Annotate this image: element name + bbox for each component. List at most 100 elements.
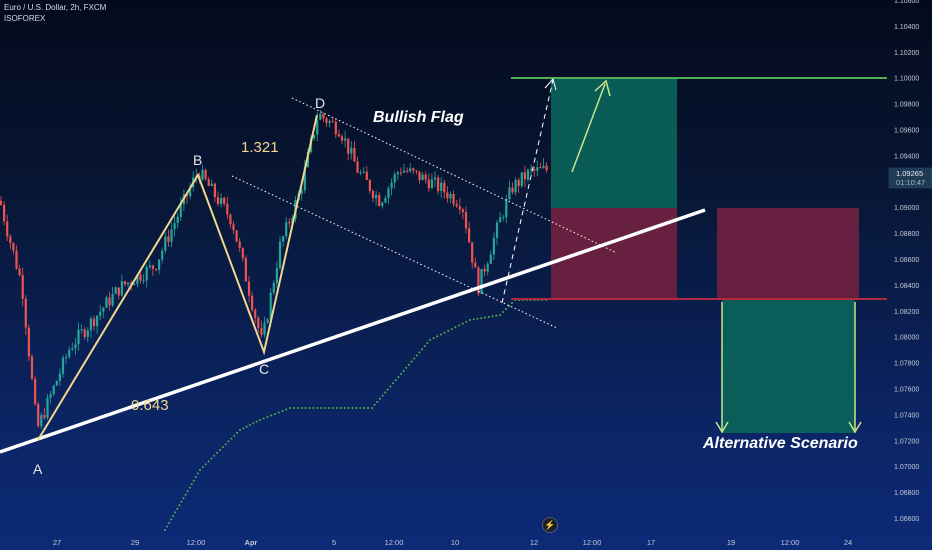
trailing-dot xyxy=(495,314,498,317)
current-price-value: 1.09265 xyxy=(896,169,923,178)
candle-body xyxy=(65,356,68,358)
time-tick-label: 12:00 xyxy=(583,538,602,547)
candle-body xyxy=(530,168,533,170)
trailing-dot xyxy=(347,407,350,409)
candle-body xyxy=(316,119,319,135)
trailing-dot xyxy=(511,302,513,304)
trailing-dot xyxy=(190,483,193,486)
candle-body xyxy=(55,380,58,386)
candle-body xyxy=(337,134,340,137)
trailing-dot xyxy=(262,417,265,420)
trailing-dot xyxy=(429,339,431,341)
trend-line[interactable] xyxy=(0,208,706,454)
price-tick-label: 1.10600 xyxy=(894,0,919,5)
price-tick-label: 1.07400 xyxy=(894,412,919,419)
candle-body xyxy=(378,194,381,207)
trailing-dot xyxy=(186,490,189,493)
candle-body xyxy=(139,274,142,281)
candle-body xyxy=(409,168,412,172)
trailing-dot xyxy=(178,504,181,507)
current-price-countdown: 01:10:47 xyxy=(896,178,925,187)
candle-body xyxy=(489,254,492,264)
trailing-dot xyxy=(285,408,288,411)
candle-body xyxy=(247,281,251,296)
candle-body xyxy=(533,168,536,171)
time-tick-label: 12 xyxy=(530,538,538,547)
candle-body xyxy=(12,242,15,251)
candle-body xyxy=(502,217,505,219)
candle-body xyxy=(3,204,6,222)
trailing-dot xyxy=(216,451,219,454)
trailing-dot xyxy=(270,414,273,417)
price-tick-label: 1.07800 xyxy=(894,361,919,368)
candle-body xyxy=(0,200,3,205)
trailing-dot xyxy=(386,388,389,391)
candle-body xyxy=(464,211,468,229)
trailing-dot xyxy=(402,369,405,372)
bullish-flag-label: Bullish Flag xyxy=(373,109,464,126)
trailing-dot xyxy=(164,529,166,531)
candle-body xyxy=(6,221,9,237)
candle-body xyxy=(328,121,331,123)
candle-body xyxy=(244,258,247,282)
candle-body xyxy=(282,236,285,242)
candle-body xyxy=(517,180,520,186)
abcd-pattern[interactable] xyxy=(37,114,318,441)
trailing-dot xyxy=(439,333,442,336)
time-axis[interactable]: 27 29 12:00 Apr 5 12:00 10 12 12:00 17 19 12:00 24 xyxy=(53,538,852,547)
candle-body xyxy=(468,228,471,243)
trailing-dot xyxy=(320,407,323,409)
candle-body xyxy=(108,297,111,306)
candle-body xyxy=(254,309,257,318)
trailing-dot xyxy=(405,366,408,369)
candle-body xyxy=(365,171,368,181)
candle-body xyxy=(229,214,232,225)
candle-body xyxy=(117,287,120,296)
trailing-dot xyxy=(252,422,255,425)
candle-body xyxy=(381,202,384,207)
trailing-dot xyxy=(224,443,227,446)
candle-body xyxy=(111,293,114,306)
trailing-dot xyxy=(487,315,490,318)
candle-body xyxy=(545,165,548,171)
trailing-dot xyxy=(423,345,426,348)
time-tick-label: 12:00 xyxy=(385,538,404,547)
candle-body xyxy=(433,177,437,180)
candle-body xyxy=(71,348,74,350)
trailing-dot xyxy=(484,316,486,319)
candle-body xyxy=(402,170,406,173)
trailing-dot xyxy=(170,518,173,521)
candle-body xyxy=(396,172,399,175)
candle-body xyxy=(514,180,517,193)
trailing-dot xyxy=(351,407,354,409)
candle-body xyxy=(266,319,269,323)
point-label-a: A xyxy=(33,461,43,477)
candle-body xyxy=(30,356,34,379)
lightning-icon[interactable]: ⚡ xyxy=(542,517,558,533)
trailing-dot xyxy=(266,416,269,418)
candle-body xyxy=(412,168,415,171)
candle-body xyxy=(164,236,167,251)
price-tick-label: 1.09400 xyxy=(894,153,919,160)
candle-body xyxy=(226,203,229,215)
candle-body xyxy=(114,287,117,294)
flag-upper-line[interactable] xyxy=(291,97,618,254)
trailing-dot xyxy=(480,317,483,320)
alt-stop-zone-box xyxy=(717,208,859,299)
candle-body xyxy=(393,174,396,183)
candle-body xyxy=(204,169,207,180)
trailing-dot xyxy=(174,511,177,514)
trailing-dot xyxy=(505,308,507,310)
trailing-dot xyxy=(397,376,400,379)
target-zone-box xyxy=(551,78,677,208)
price-axis[interactable]: 1.10600 1.10400 1.10200 1.10000 1.09800 1.096… xyxy=(894,0,919,523)
candle-body xyxy=(418,171,421,181)
bull-arrow-head xyxy=(594,79,611,97)
time-tick-label: 19 xyxy=(727,538,735,547)
trailing-dot xyxy=(343,407,346,409)
trailing-dot xyxy=(296,407,299,409)
ratio-label-cd: 1.321 xyxy=(241,139,279,156)
trailing-dot xyxy=(292,407,295,409)
candle-body xyxy=(223,198,226,204)
